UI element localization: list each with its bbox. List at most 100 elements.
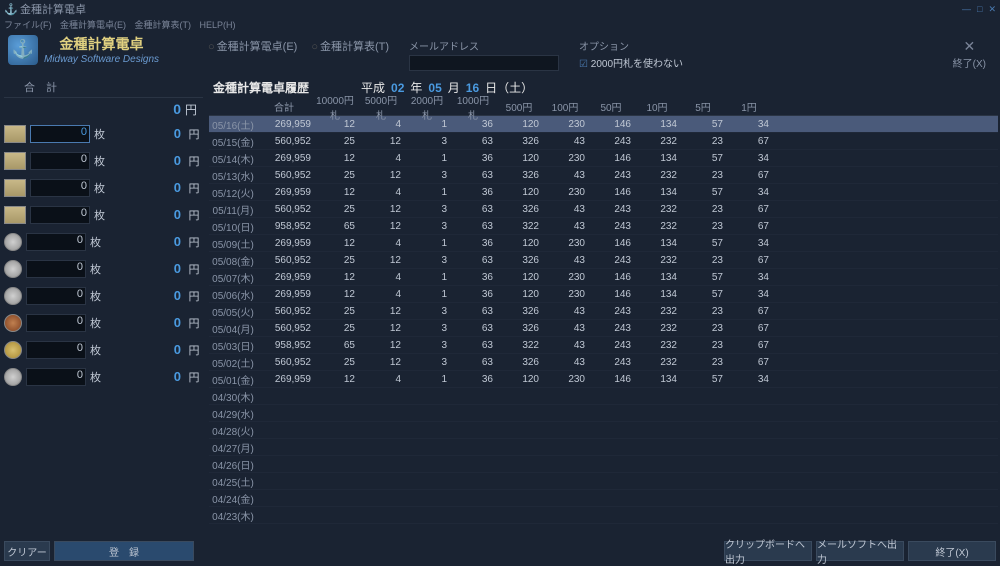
row-date: 04/28(火): [209, 423, 257, 438]
grid-row[interactable]: 04/26(日): [209, 456, 998, 473]
denom-icon: [4, 260, 22, 278]
denom-count-input[interactable]: 0: [30, 152, 90, 170]
exit-top-button[interactable]: ✕ 終了(X): [953, 38, 992, 70]
denom-subtotal: 0: [110, 234, 181, 249]
clear-button[interactable]: クリアー: [4, 541, 50, 561]
option-no-2000[interactable]: 2000円札を使わない: [579, 55, 683, 70]
radio-calc[interactable]: 金種計算電卓(E): [208, 38, 297, 54]
denom-count-input[interactable]: 0: [26, 260, 86, 278]
row-cell: 34: [729, 238, 775, 249]
row-cell: 25: [315, 255, 361, 266]
grid-row[interactable]: 05/06(水)269,9591241361202301461345734: [209, 286, 998, 303]
row-sum: 269,959: [257, 374, 315, 385]
denom-subtotal: 0: [114, 153, 181, 168]
grid-row[interactable]: 04/30(木): [209, 388, 998, 405]
grid-row[interactable]: 05/16(土)269,9591241361202301461345734: [209, 116, 998, 133]
row-date: 04/30(木): [209, 389, 257, 404]
denom-count-input[interactable]: 0: [26, 233, 86, 251]
denom-count-input[interactable]: 0: [26, 287, 86, 305]
grid-row[interactable]: 05/09(土)269,9591241361202301461345734: [209, 235, 998, 252]
radio-table[interactable]: 金種計算表(T): [311, 38, 389, 54]
grid-row[interactable]: 04/23(木): [209, 507, 998, 524]
mode-radio-group: 金種計算電卓(E) 金種計算表(T): [208, 38, 389, 54]
grid-row[interactable]: 05/08(金)560,9522512363326432432322367: [209, 252, 998, 269]
denom-icon: [4, 341, 22, 359]
row-cell: 36: [453, 119, 499, 130]
grid-row[interactable]: 05/13(水)560,9522512363326432432322367: [209, 167, 998, 184]
grid-row[interactable]: 04/25(土): [209, 473, 998, 490]
minimize-button[interactable]: —: [962, 4, 971, 14]
row-cell: 134: [637, 272, 683, 283]
row-date: 05/03(日): [209, 338, 257, 353]
register-button[interactable]: 登 録: [54, 541, 194, 561]
yen-label: 円: [185, 288, 203, 304]
denom-count-input[interactable]: 0: [26, 314, 86, 332]
sheets-label: 枚: [90, 342, 106, 358]
grid-row[interactable]: 04/28(火): [209, 422, 998, 439]
grid-header-cell: 1000円札: [453, 92, 499, 122]
grid-header-cell: 10円: [637, 99, 683, 114]
grid-row[interactable]: 05/15(金)560,9522512363326432432322367: [209, 133, 998, 150]
denom-count-input[interactable]: 0: [30, 125, 90, 143]
denom-row: 0枚0円: [4, 174, 203, 201]
menu-file[interactable]: ファイル(F): [4, 20, 52, 30]
grid-row[interactable]: 05/10(日)958,9526512363322432432322367: [209, 218, 998, 235]
denom-count-input[interactable]: 0: [26, 341, 86, 359]
grid-row[interactable]: 05/05(火)560,9522512363326432432322367: [209, 303, 998, 320]
row-cell: 230: [545, 238, 591, 249]
sheets-label: 枚: [94, 126, 110, 142]
row-cell: 232: [637, 340, 683, 351]
mail-input[interactable]: [409, 55, 559, 71]
row-cell: 120: [499, 289, 545, 300]
grid-row[interactable]: 05/14(木)269,9591241361202301461345734: [209, 150, 998, 167]
grid-row[interactable]: 04/27(月): [209, 439, 998, 456]
grid-row[interactable]: 04/24(金): [209, 490, 998, 507]
row-cell: 12: [315, 374, 361, 385]
menu-help[interactable]: HELP(H): [200, 20, 236, 30]
denom-icon: [4, 287, 22, 305]
grid-row[interactable]: 04/29(水): [209, 405, 998, 422]
denom-count-input[interactable]: 0: [30, 179, 90, 197]
grid-row[interactable]: 05/01(金)269,9591241361202301461345734: [209, 371, 998, 388]
grid-row[interactable]: 05/02(土)560,9522512363326432432322367: [209, 354, 998, 371]
row-cell: 63: [453, 204, 499, 215]
row-cell: 34: [729, 119, 775, 130]
grid-row[interactable]: 05/12(火)269,9591241361202301461345734: [209, 184, 998, 201]
row-cell: 230: [545, 187, 591, 198]
grid-row[interactable]: 05/11(月)560,9522512363326432432322367: [209, 201, 998, 218]
row-cell: 36: [453, 187, 499, 198]
denom-subtotal: 0: [110, 288, 181, 303]
denom-subtotal: 0: [114, 126, 181, 141]
row-cell: 134: [637, 119, 683, 130]
row-cell: 120: [499, 272, 545, 283]
clipboard-button[interactable]: クリップボードへ出力: [724, 541, 812, 561]
row-cell: 36: [453, 153, 499, 164]
denom-count-input[interactable]: 0: [30, 206, 90, 224]
grid-row[interactable]: 05/07(木)269,9591241361202301461345734: [209, 269, 998, 286]
close-button[interactable]: ✕: [988, 4, 996, 15]
row-cell: 326: [499, 204, 545, 215]
row-cell: 57: [683, 272, 729, 283]
row-sum: 269,959: [257, 119, 315, 130]
yen-label: 円: [185, 315, 203, 331]
mailsoft-button[interactable]: メールソフトへ出力: [816, 541, 904, 561]
denom-subtotal: 0: [110, 315, 181, 330]
denom-count-input[interactable]: 0: [26, 368, 86, 386]
row-cell: 23: [683, 255, 729, 266]
row-cell: 120: [499, 374, 545, 385]
maximize-button[interactable]: □: [977, 4, 982, 14]
yen-label: 円: [185, 369, 203, 385]
row-cell: 146: [591, 187, 637, 198]
menu-calc[interactable]: 金種計算電卓(E): [60, 20, 126, 30]
grid-row[interactable]: 05/04(月)560,9522512363326432432322367: [209, 320, 998, 337]
denom-row: 0枚0円: [4, 363, 203, 390]
row-cell: 67: [729, 170, 775, 181]
app-icon: ⚓: [4, 3, 16, 15]
menu-table[interactable]: 金種計算表(T): [135, 20, 192, 30]
row-cell: 67: [729, 323, 775, 334]
row-cell: 243: [591, 170, 637, 181]
row-date: 04/23(木): [209, 508, 257, 523]
grid-row[interactable]: 05/03(日)958,9526512363322432432322367: [209, 337, 998, 354]
row-cell: 134: [637, 238, 683, 249]
exit-button[interactable]: 終了(X): [908, 541, 996, 561]
